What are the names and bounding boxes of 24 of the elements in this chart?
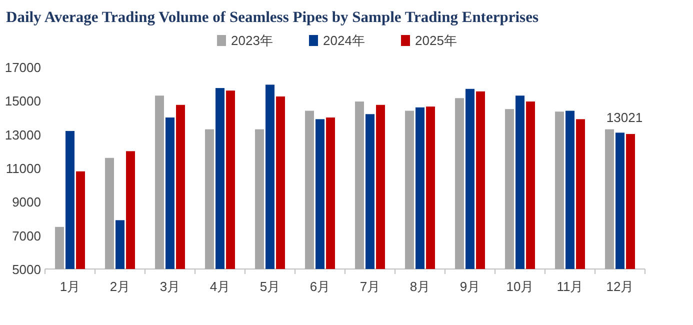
data-label: 13021 (606, 110, 643, 125)
x-tick-label: 5月 (260, 279, 280, 294)
y-tick-label: 5000 (12, 262, 41, 277)
y-tick-label: 7000 (12, 228, 41, 244)
x-tick-label: 7月 (360, 279, 380, 294)
x-tick-label: 10月 (506, 279, 534, 294)
x-tick-label: 9月 (460, 279, 480, 294)
legend-label: 2025年 (415, 33, 457, 48)
x-tick-label: 11月 (556, 279, 584, 294)
x-tick-label: 3月 (160, 279, 180, 294)
y-tick-label: 9000 (12, 194, 41, 210)
x-tick-label: 6月 (310, 279, 330, 294)
x-tick-label: 8月 (410, 279, 430, 294)
y-tick-label: 15000 (4, 94, 41, 109)
chart-title: Daily Average Trading Volume of Seamless Pipes by Sample Trading Enterprises (6, 9, 538, 26)
legend-label: 2023年 (231, 33, 273, 48)
x-tick-label: 1月 (60, 279, 80, 294)
x-tick-label: 12月 (606, 279, 634, 294)
legend-label: 2024年 (323, 33, 365, 48)
y-tick-label: 11000 (6, 161, 41, 176)
y-tick-label: 13000 (4, 127, 41, 142)
y-tick-label: 17000 (4, 60, 41, 75)
x-tick-label: 4月 (210, 279, 230, 294)
x-tick-label: 2月 (110, 279, 130, 294)
